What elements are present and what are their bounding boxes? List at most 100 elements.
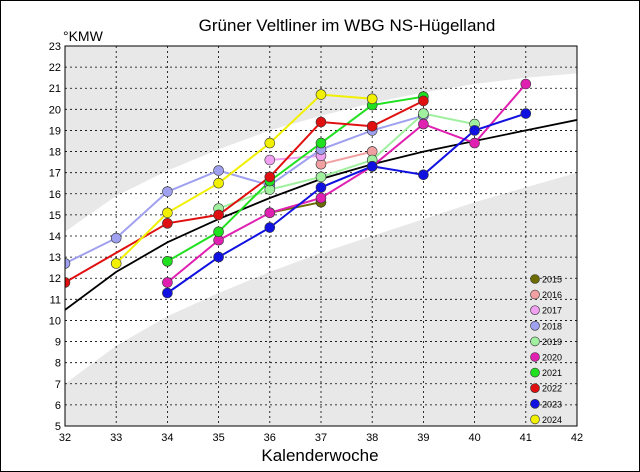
legend-label: 2015: [542, 275, 562, 285]
data-point: [418, 108, 429, 119]
legend-marker: [530, 414, 540, 425]
series-line: [166, 83, 527, 284]
y-tick-label: 23: [49, 41, 61, 53]
legend-marker: [530, 289, 540, 300]
y-tick-label: 16: [49, 189, 61, 201]
data-point: [162, 186, 173, 197]
data-point: [110, 232, 122, 244]
data-point: [366, 161, 378, 172]
data-point: [315, 116, 327, 128]
chart-title: Grüner Veltliner im WBG NS-Hügelland: [199, 16, 496, 35]
y-tick-label: 5: [55, 421, 61, 433]
legend-marker: [530, 336, 540, 347]
legend-label: 2024: [542, 415, 562, 425]
legend-marker: [530, 383, 540, 394]
y-tick-label: 7: [55, 379, 61, 391]
data-point: [264, 154, 276, 166]
x-tick-label: 38: [366, 432, 378, 444]
legend-marker: [530, 398, 540, 409]
data-point: [264, 207, 276, 219]
legend-label: 2022: [542, 384, 562, 394]
data-point: [366, 93, 378, 105]
data-point: [469, 137, 480, 149]
legend-label: 2023: [542, 399, 562, 409]
plot-area: [65, 46, 577, 426]
x-tick-label: 41: [520, 432, 532, 444]
x-tick-label: 42: [571, 432, 583, 444]
data-point: [264, 222, 276, 233]
data-point: [315, 89, 327, 100]
data-point: [315, 192, 327, 204]
series-line: [166, 112, 527, 294]
y-tick-label: 10: [49, 315, 61, 327]
x-tick-label: 39: [417, 432, 429, 444]
upper-band: [65, 46, 577, 232]
data-point: [213, 165, 224, 176]
data-point: [520, 78, 532, 90]
x-tick-label: 37: [315, 432, 327, 444]
data-point: [418, 118, 429, 130]
data-point: [366, 120, 378, 132]
data-point: [162, 287, 173, 299]
legend-label: 2018: [542, 321, 562, 331]
data-point: [162, 207, 173, 219]
data-point: [65, 277, 71, 288]
data-point: [162, 277, 173, 288]
legend-label: 2019: [542, 337, 562, 347]
y-tick-label: 21: [49, 83, 61, 95]
y-tick-label: 15: [49, 210, 61, 222]
y-tick-label: 13: [49, 252, 61, 264]
series-line: [65, 114, 424, 265]
data-point: [162, 256, 173, 267]
data-point: [110, 258, 122, 269]
data-point: [315, 171, 327, 183]
series-line: [269, 154, 322, 161]
y-tick-label: 18: [49, 147, 61, 159]
y-tick-label: 19: [49, 125, 61, 137]
y-tick-label: 22: [49, 62, 61, 74]
data-point: [315, 182, 327, 193]
legend-marker: [530, 274, 540, 284]
series-line: [115, 93, 373, 265]
y-tick-label: 6: [55, 400, 61, 412]
y-tick-label: 11: [50, 294, 61, 306]
legend-marker: [530, 320, 540, 331]
legend-marker: [530, 352, 540, 362]
data-point: [315, 137, 327, 149]
data-point: [65, 258, 71, 269]
y-tick-label: 9: [55, 337, 61, 349]
data-point: [264, 137, 276, 149]
data-point: [418, 95, 429, 107]
x-tick-label: 32: [59, 432, 71, 444]
y-tick-label: 20: [49, 104, 61, 116]
x-tick-label: 40: [468, 432, 480, 444]
series-line: [166, 95, 424, 263]
series-line: [218, 112, 475, 210]
data-point: [213, 226, 224, 238]
data-point: [213, 209, 224, 221]
y-tick-label: 14: [49, 231, 61, 243]
x-axis-label: Kalenderwoche: [261, 446, 378, 465]
plot-border: [64, 45, 578, 427]
legend-marker: [530, 305, 540, 316]
y-axis-unit: °KMW: [63, 28, 104, 44]
data-point: [213, 177, 224, 189]
legend-marker: [530, 367, 540, 378]
legend-label: 2020: [542, 353, 562, 363]
x-tick-label: 33: [110, 432, 122, 444]
x-tick-label: 35: [212, 432, 224, 444]
data-point: [418, 169, 429, 181]
data-point: [520, 108, 532, 119]
x-tick-label: 34: [161, 432, 173, 444]
data-point: [162, 218, 173, 229]
data-point: [469, 125, 480, 136]
x-tick-label: 36: [264, 432, 276, 444]
legend-label: 2016: [542, 290, 562, 300]
legend-label: 2017: [542, 306, 562, 316]
y-tick-label: 17: [49, 168, 61, 180]
data-point: [213, 251, 224, 263]
series-line: [320, 150, 373, 166]
y-tick-label: 8: [55, 358, 61, 370]
